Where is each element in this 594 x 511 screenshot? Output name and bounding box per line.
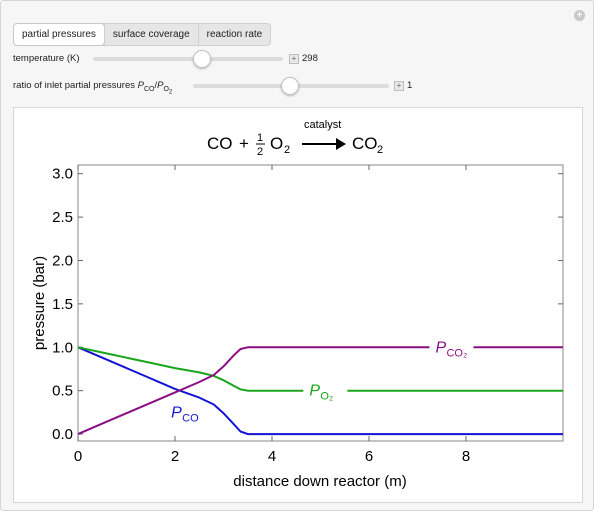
eq-reactant-o2: O	[270, 134, 283, 153]
series-label-sub: CO₂	[446, 347, 467, 359]
tab-reaction-rate[interactable]: reaction rate	[197, 24, 271, 45]
series-label-sub: O₂	[320, 391, 333, 403]
eq-product-co2: CO	[352, 134, 378, 153]
y-tick-label: 2.5	[52, 209, 73, 226]
y-axis: 0.0 0.5 1.0 1.5 2.0 2.5 3.0	[52, 166, 563, 443]
eq-catalyst-label: catalyst	[304, 119, 341, 131]
x-axis: 0 2 4 6 8	[74, 165, 470, 465]
x-tick-label: 4	[268, 448, 276, 465]
eq-reactant-o2-sub: 2	[284, 144, 290, 156]
series-label-p-o2: P	[309, 383, 320, 400]
plot-panel: CO + 1 2 O 2 catalyst CO 2 0.0 0.5 1.0 1.5 2…	[13, 107, 583, 503]
temperature-slider-track[interactable]	[93, 57, 283, 61]
x-tick-label: 2	[171, 448, 179, 465]
y-tick-label: 0.5	[52, 383, 73, 400]
series-label-bg	[303, 378, 348, 401]
eq-reactant-co: CO	[207, 134, 233, 153]
ratio-expand-icon[interactable]: +	[394, 81, 404, 91]
expand-plus-icon[interactable]: +	[574, 10, 585, 21]
x-tick-label: 6	[365, 448, 373, 465]
temperature-value: 298	[302, 53, 318, 64]
eq-product-sub: 2	[377, 144, 383, 156]
temperature-expand-icon[interactable]: +	[289, 54, 299, 64]
series-label-p-co: P	[171, 404, 182, 421]
tab-partial-pressures[interactable]: partial pressures	[13, 23, 105, 46]
temperature-slider-thumb[interactable]	[193, 50, 212, 68]
y-axis-label: pressure (bar)	[31, 256, 48, 350]
eq-half-numerator: 1	[257, 132, 263, 144]
y-tick-label: 0.0	[52, 426, 73, 443]
x-axis-label: distance down reactor (m)	[233, 473, 406, 490]
ratio-label-text: ratio of inlet partial pressures	[13, 80, 138, 91]
series-labels: P COP O₂P CO₂	[171, 335, 474, 424]
eq-arrow-head-icon	[336, 138, 346, 150]
y-tick-label: 1.5	[52, 296, 73, 313]
pressure-chart: CO + 1 2 O 2 catalyst CO 2 0.0 0.5 1.0 1.5 2…	[31, 119, 564, 490]
series-line-p-co2	[77, 346, 563, 436]
x-tick-label: 0	[74, 448, 82, 465]
y-tick-label: 1.0	[52, 339, 73, 356]
temperature-label: temperature (K)	[13, 53, 80, 64]
plot-frame	[77, 164, 564, 442]
view-tabs: partial pressures surface coverage react…	[13, 23, 272, 46]
y-tick-label: 3.0	[52, 166, 73, 183]
eq-plus: +	[239, 134, 249, 153]
tab-surface-coverage[interactable]: surface coverage	[103, 24, 198, 45]
series-label-sub: CO	[182, 412, 199, 424]
reaction-equation: CO + 1 2 O 2 catalyst CO 2	[207, 119, 383, 158]
y-tick-label: 2.0	[52, 252, 73, 269]
ratio-label: ratio of inlet partial pressures PCO/PO2	[13, 80, 173, 96]
ratio-slider-thumb[interactable]	[281, 77, 300, 95]
series-label-bg	[429, 335, 474, 358]
eq-half-denominator: 2	[257, 146, 263, 158]
series-label-p-co2: P	[435, 339, 446, 356]
ratio-value: 1	[407, 80, 413, 91]
series-line-p-co	[77, 346, 563, 436]
x-tick-label: 8	[462, 448, 470, 465]
